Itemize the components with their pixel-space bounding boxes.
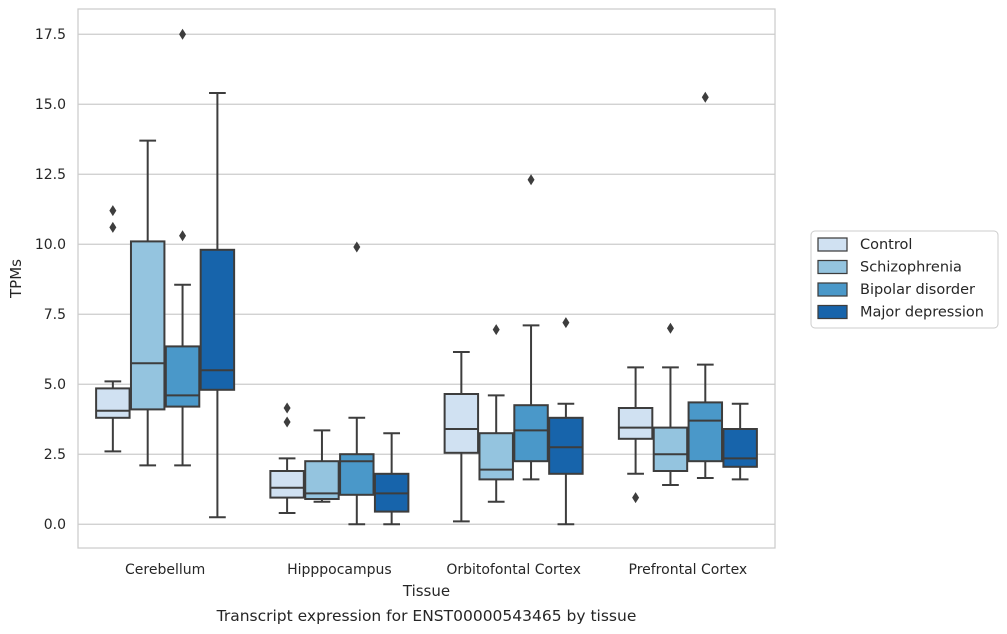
box-schizophrenia xyxy=(478,324,514,503)
x-tick-label: Orbitofontal Cortex xyxy=(446,562,581,578)
y-tick-label: 2.5 xyxy=(44,447,66,463)
box-major-depression xyxy=(373,432,410,526)
chart-caption: Transcript expression for ENST0000054346… xyxy=(216,607,637,625)
box-schizophrenia xyxy=(304,429,340,503)
box-iqr xyxy=(164,345,201,408)
box-bipolar-disorder xyxy=(339,241,375,526)
y-axis-label: TPMs xyxy=(7,259,25,299)
outlier-point xyxy=(109,221,117,233)
legend-label: Schizophrenia xyxy=(860,260,962,276)
legend-label: Bipolar disorder xyxy=(860,282,975,298)
x-axis-ticks: Cerebellum Hipppocampus Orbitofontal Corte… xyxy=(125,562,747,578)
y-tick-label: 15.0 xyxy=(35,97,66,113)
outlier-point xyxy=(492,324,500,336)
box-iqr xyxy=(443,393,480,454)
y-tick-label: 17.5 xyxy=(35,27,66,43)
outlier-point xyxy=(527,174,535,186)
box-iqr xyxy=(269,470,305,499)
outlier-point xyxy=(283,402,291,414)
box-bipolar-disorder xyxy=(687,91,724,479)
box-iqr xyxy=(199,248,236,391)
outlier-point xyxy=(562,317,570,329)
box-schizophrenia xyxy=(129,139,166,467)
box-iqr xyxy=(548,416,584,475)
box-control xyxy=(617,366,654,504)
box-bipolar-disorder xyxy=(513,174,549,481)
x-tick-label: Prefrontal Cortex xyxy=(629,562,748,578)
y-tick-label: 7.5 xyxy=(44,307,66,323)
y-tick-label: 5.0 xyxy=(44,377,66,393)
outlier-point xyxy=(283,416,291,428)
legend-frame xyxy=(810,230,999,329)
box-iqr xyxy=(129,240,166,411)
box-groups xyxy=(95,28,758,526)
x-tick-label: Hipppocampus xyxy=(287,562,392,578)
box-iqr xyxy=(95,387,131,419)
y-tick-label: 0.0 xyxy=(44,517,66,533)
outlier-point xyxy=(666,322,674,334)
box-control xyxy=(269,402,305,514)
outlier-point xyxy=(632,492,640,504)
y-axis-ticks: 0.0 2.5 5.0 7.5 10.0 12.5 15.0 17.5 xyxy=(35,27,66,533)
box-bipolar-disorder xyxy=(164,28,201,467)
outlier-point xyxy=(179,28,187,40)
box-iqr xyxy=(687,401,724,463)
outlier-point xyxy=(179,230,187,242)
y-tick-label: 12.5 xyxy=(35,167,66,183)
x-tick-label: Cerebellum xyxy=(125,562,205,578)
box-control xyxy=(443,351,480,523)
legend-label: Major depression xyxy=(860,305,984,321)
legend-swatch xyxy=(817,304,848,320)
legend: Control Schizophrenia Bipolar disorder Majo… xyxy=(810,230,999,329)
box-iqr xyxy=(478,432,514,481)
box-schizophrenia xyxy=(652,322,689,486)
legend-swatch xyxy=(817,259,848,275)
box-major-depression xyxy=(548,317,584,526)
outlier-point xyxy=(353,241,361,253)
y-tick-label: 10.0 xyxy=(35,237,66,253)
box-iqr xyxy=(652,426,689,473)
box-iqr xyxy=(617,407,654,440)
legend-swatch xyxy=(817,282,848,297)
box-control xyxy=(95,205,131,453)
box-iqr xyxy=(513,404,549,463)
box-major-depression xyxy=(722,402,758,481)
box-iqr xyxy=(722,428,758,468)
x-axis-label: Tissue xyxy=(402,582,450,600)
outlier-point xyxy=(109,205,117,217)
box-major-depression xyxy=(199,92,236,519)
legend-swatch xyxy=(817,237,848,252)
legend-label: Control xyxy=(860,237,912,253)
plot-frame xyxy=(77,8,776,549)
outlier-point xyxy=(701,91,709,103)
